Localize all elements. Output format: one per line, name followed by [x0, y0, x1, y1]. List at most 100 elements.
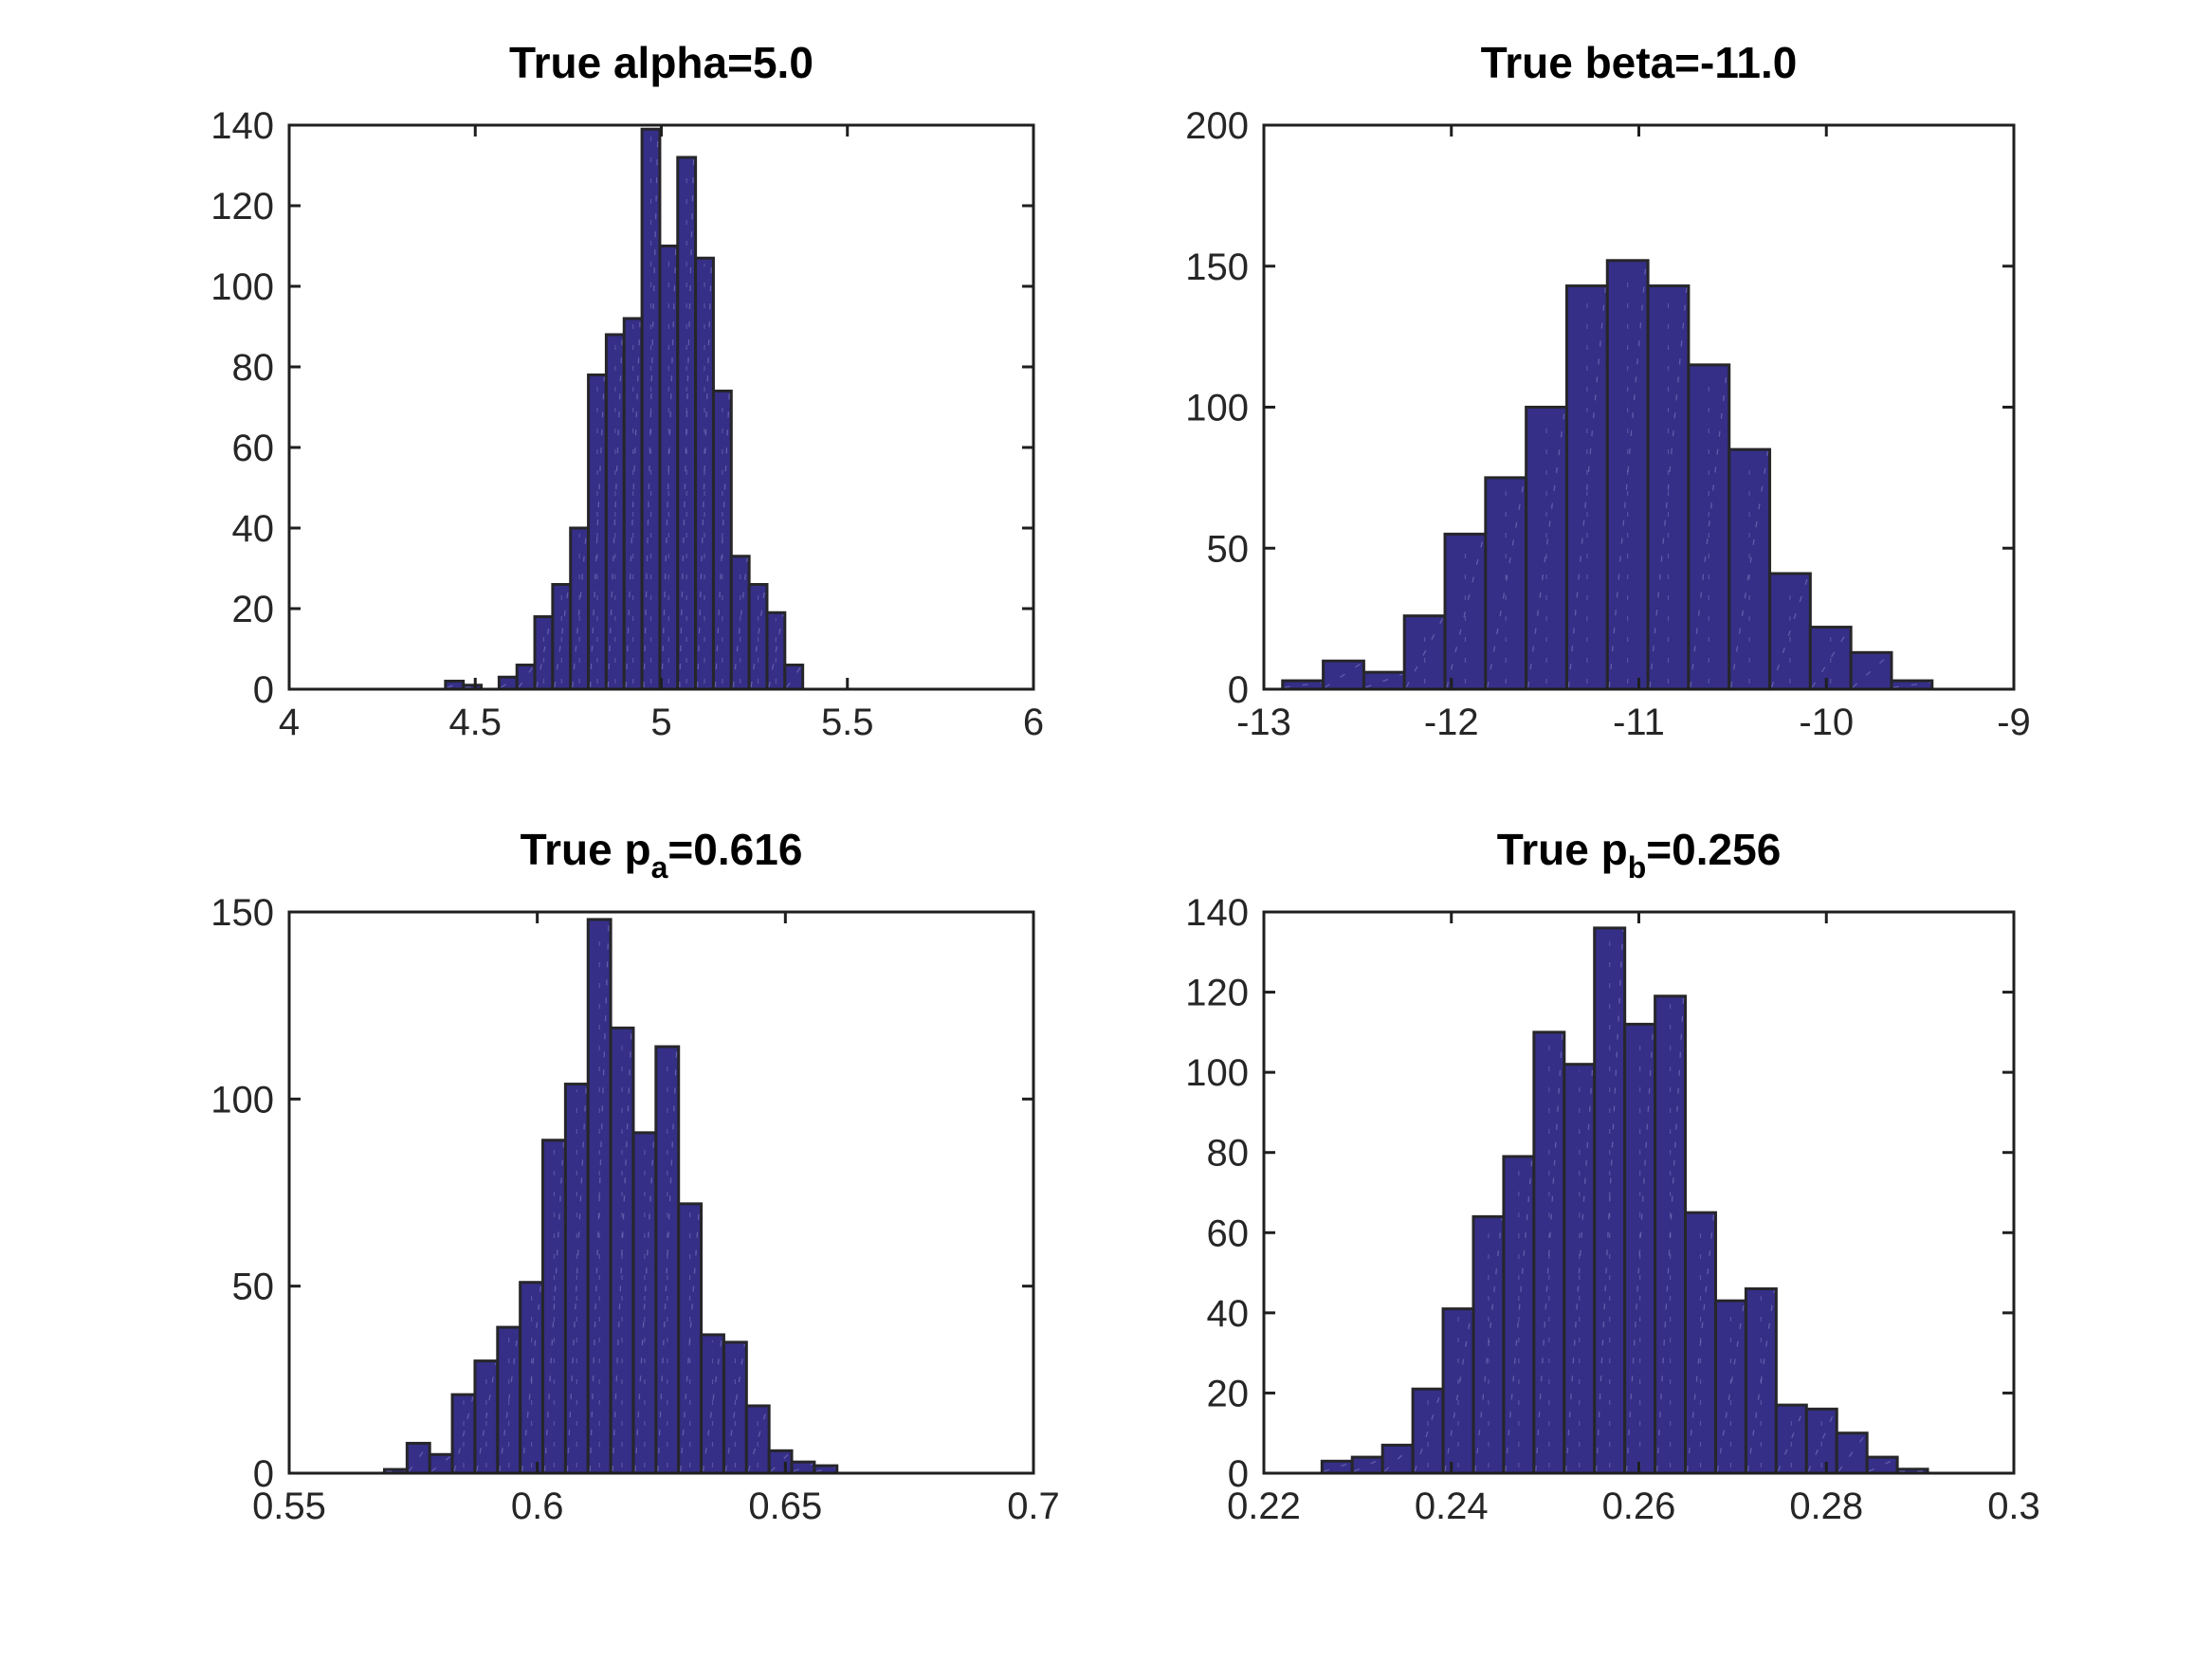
plot-title-beta: True beta=-11.0 — [1481, 38, 1798, 87]
y-tick-label: 40 — [232, 508, 275, 550]
histogram-bar — [1411, 1387, 1445, 1475]
x-tick-label: -12 — [1424, 702, 1479, 743]
y-tick-label: 120 — [210, 186, 274, 228]
histogram-bar — [1713, 1299, 1747, 1475]
bar-texture-line — [747, 1407, 768, 1472]
bar-texture-line — [770, 1451, 791, 1472]
y-tick-label: 200 — [1185, 105, 1249, 147]
y-tick-label: 80 — [1207, 1133, 1250, 1175]
x-tick-label: -13 — [1236, 702, 1291, 743]
x-tick-label: 0.6 — [511, 1486, 564, 1527]
x-tick-label: 0.22 — [1227, 1486, 1301, 1527]
x-tick-label: -11 — [1613, 702, 1665, 743]
x-tick-label: 6 — [1023, 702, 1044, 743]
y-tick-label: 0 — [253, 1453, 274, 1495]
bar-texture-line — [1730, 451, 1769, 688]
bar-texture-line — [1686, 1214, 1715, 1472]
bar-texture-line — [1446, 536, 1485, 688]
bar-texture-line — [1596, 929, 1624, 1472]
x-tick-label: 0.28 — [1789, 1486, 1863, 1527]
bar-texture-line — [1649, 287, 1688, 688]
histogram-bars-beta — [1281, 259, 1934, 691]
y-tick-label: 150 — [210, 892, 274, 934]
x-tick-label: 4.5 — [448, 702, 502, 743]
x-tick-label: 5 — [650, 702, 671, 743]
bar-texture-line — [768, 614, 784, 688]
histogram-bars-alpha — [444, 127, 805, 691]
bar-texture-line — [1405, 617, 1444, 688]
histogram-bar — [569, 526, 591, 691]
bar-texture-line — [1777, 1406, 1805, 1472]
histogram-bar — [1646, 284, 1691, 691]
histogram-bar — [747, 583, 769, 691]
y-tick-label: 0 — [253, 669, 274, 711]
bar-texture-line — [724, 1343, 745, 1472]
bar-texture-line — [521, 1284, 542, 1472]
histogram-bar — [1865, 1455, 1899, 1475]
histogram-bar — [790, 1460, 816, 1475]
x-tick-label: -10 — [1799, 702, 1854, 743]
bar-texture-line — [815, 1467, 835, 1472]
bar-texture-line — [1324, 1462, 1351, 1472]
x-tick-label: 0.26 — [1602, 1486, 1676, 1527]
subplot-pb: 0.22 0.24 0.26 0.28 0.3 0 20 40 60 80 100 120 140 Tru… — [1185, 825, 2040, 1527]
x-tick-label: 0.3 — [1987, 1486, 2040, 1527]
bar-texture-line — [1535, 1033, 1563, 1472]
x-tick-label: 0.24 — [1415, 1486, 1489, 1527]
y-tick-label: 100 — [210, 266, 274, 308]
plot-title-pb: True pb=0.256 — [1497, 825, 1782, 884]
y-tick-label: 20 — [1207, 1373, 1250, 1414]
bar-texture-line — [408, 1445, 429, 1472]
histogram-bar — [1605, 259, 1650, 691]
y-tick-label: 60 — [1207, 1212, 1250, 1254]
y-tick-label: 140 — [1185, 892, 1249, 934]
axes-box — [287, 910, 1035, 1475]
x-tick-label: 0.7 — [1007, 1486, 1060, 1527]
histogram-bar — [1623, 1022, 1657, 1475]
histogram-bar — [551, 583, 573, 691]
bar-texture-line — [572, 529, 588, 688]
bar-texture-line — [714, 392, 730, 688]
y-tick-label: 100 — [1185, 1052, 1249, 1094]
bar-texture-line — [607, 336, 623, 688]
bar-texture-line — [1746, 1290, 1775, 1472]
bar-texture-line — [430, 1455, 451, 1472]
x-tick-label: -9 — [1997, 702, 2031, 743]
bar-texture-line — [732, 557, 748, 688]
bar-texture-line — [518, 666, 534, 688]
y-tick-label: 0 — [1228, 1453, 1249, 1495]
bar-texture-line — [1567, 287, 1606, 688]
subplot-pa: 0.55 0.6 0.65 0.7 0 50 100 150 True pa=0.616 — [210, 825, 1060, 1527]
x-tick-label: 4 — [279, 702, 300, 743]
y-tick-label: 100 — [1185, 388, 1249, 429]
bar-texture-line — [1365, 673, 1403, 688]
bar-texture-line — [1565, 1066, 1594, 1472]
bar-texture-line — [453, 1395, 474, 1472]
x-tick-label: 0.65 — [748, 1486, 822, 1527]
histogram-bar — [1687, 363, 1731, 691]
histogram-bar — [1728, 447, 1772, 691]
bar-texture-line — [643, 131, 659, 688]
histogram-bars-pb — [1320, 926, 1929, 1475]
x-tick-label: 0.55 — [252, 1486, 326, 1527]
bar-texture-line — [1284, 682, 1322, 688]
y-tick-label: 50 — [232, 1267, 275, 1308]
y-tick-label: 100 — [210, 1079, 274, 1121]
bar-texture-line — [476, 1362, 497, 1472]
y-tick-label: 140 — [210, 105, 274, 147]
bar-texture-line — [1655, 997, 1685, 1472]
plot-title-alpha: True alpha=5.0 — [509, 38, 814, 87]
bar-texture-line — [1807, 1411, 1836, 1472]
bar-texture-line — [612, 1030, 632, 1472]
bar-texture-line — [536, 618, 552, 688]
histogram-bar — [587, 374, 608, 691]
y-tick-label: 60 — [232, 428, 275, 469]
bar-texture-line — [1852, 653, 1891, 688]
bar-texture-line — [1868, 1458, 1896, 1472]
bar-texture-line — [1811, 629, 1850, 688]
histogram-bar — [1320, 1459, 1354, 1475]
bar-texture-line — [661, 247, 677, 688]
subplot-beta: -13 -12 -11 -10 -9 0 50 100 150 200 True beta=-11.… — [1185, 38, 2031, 743]
